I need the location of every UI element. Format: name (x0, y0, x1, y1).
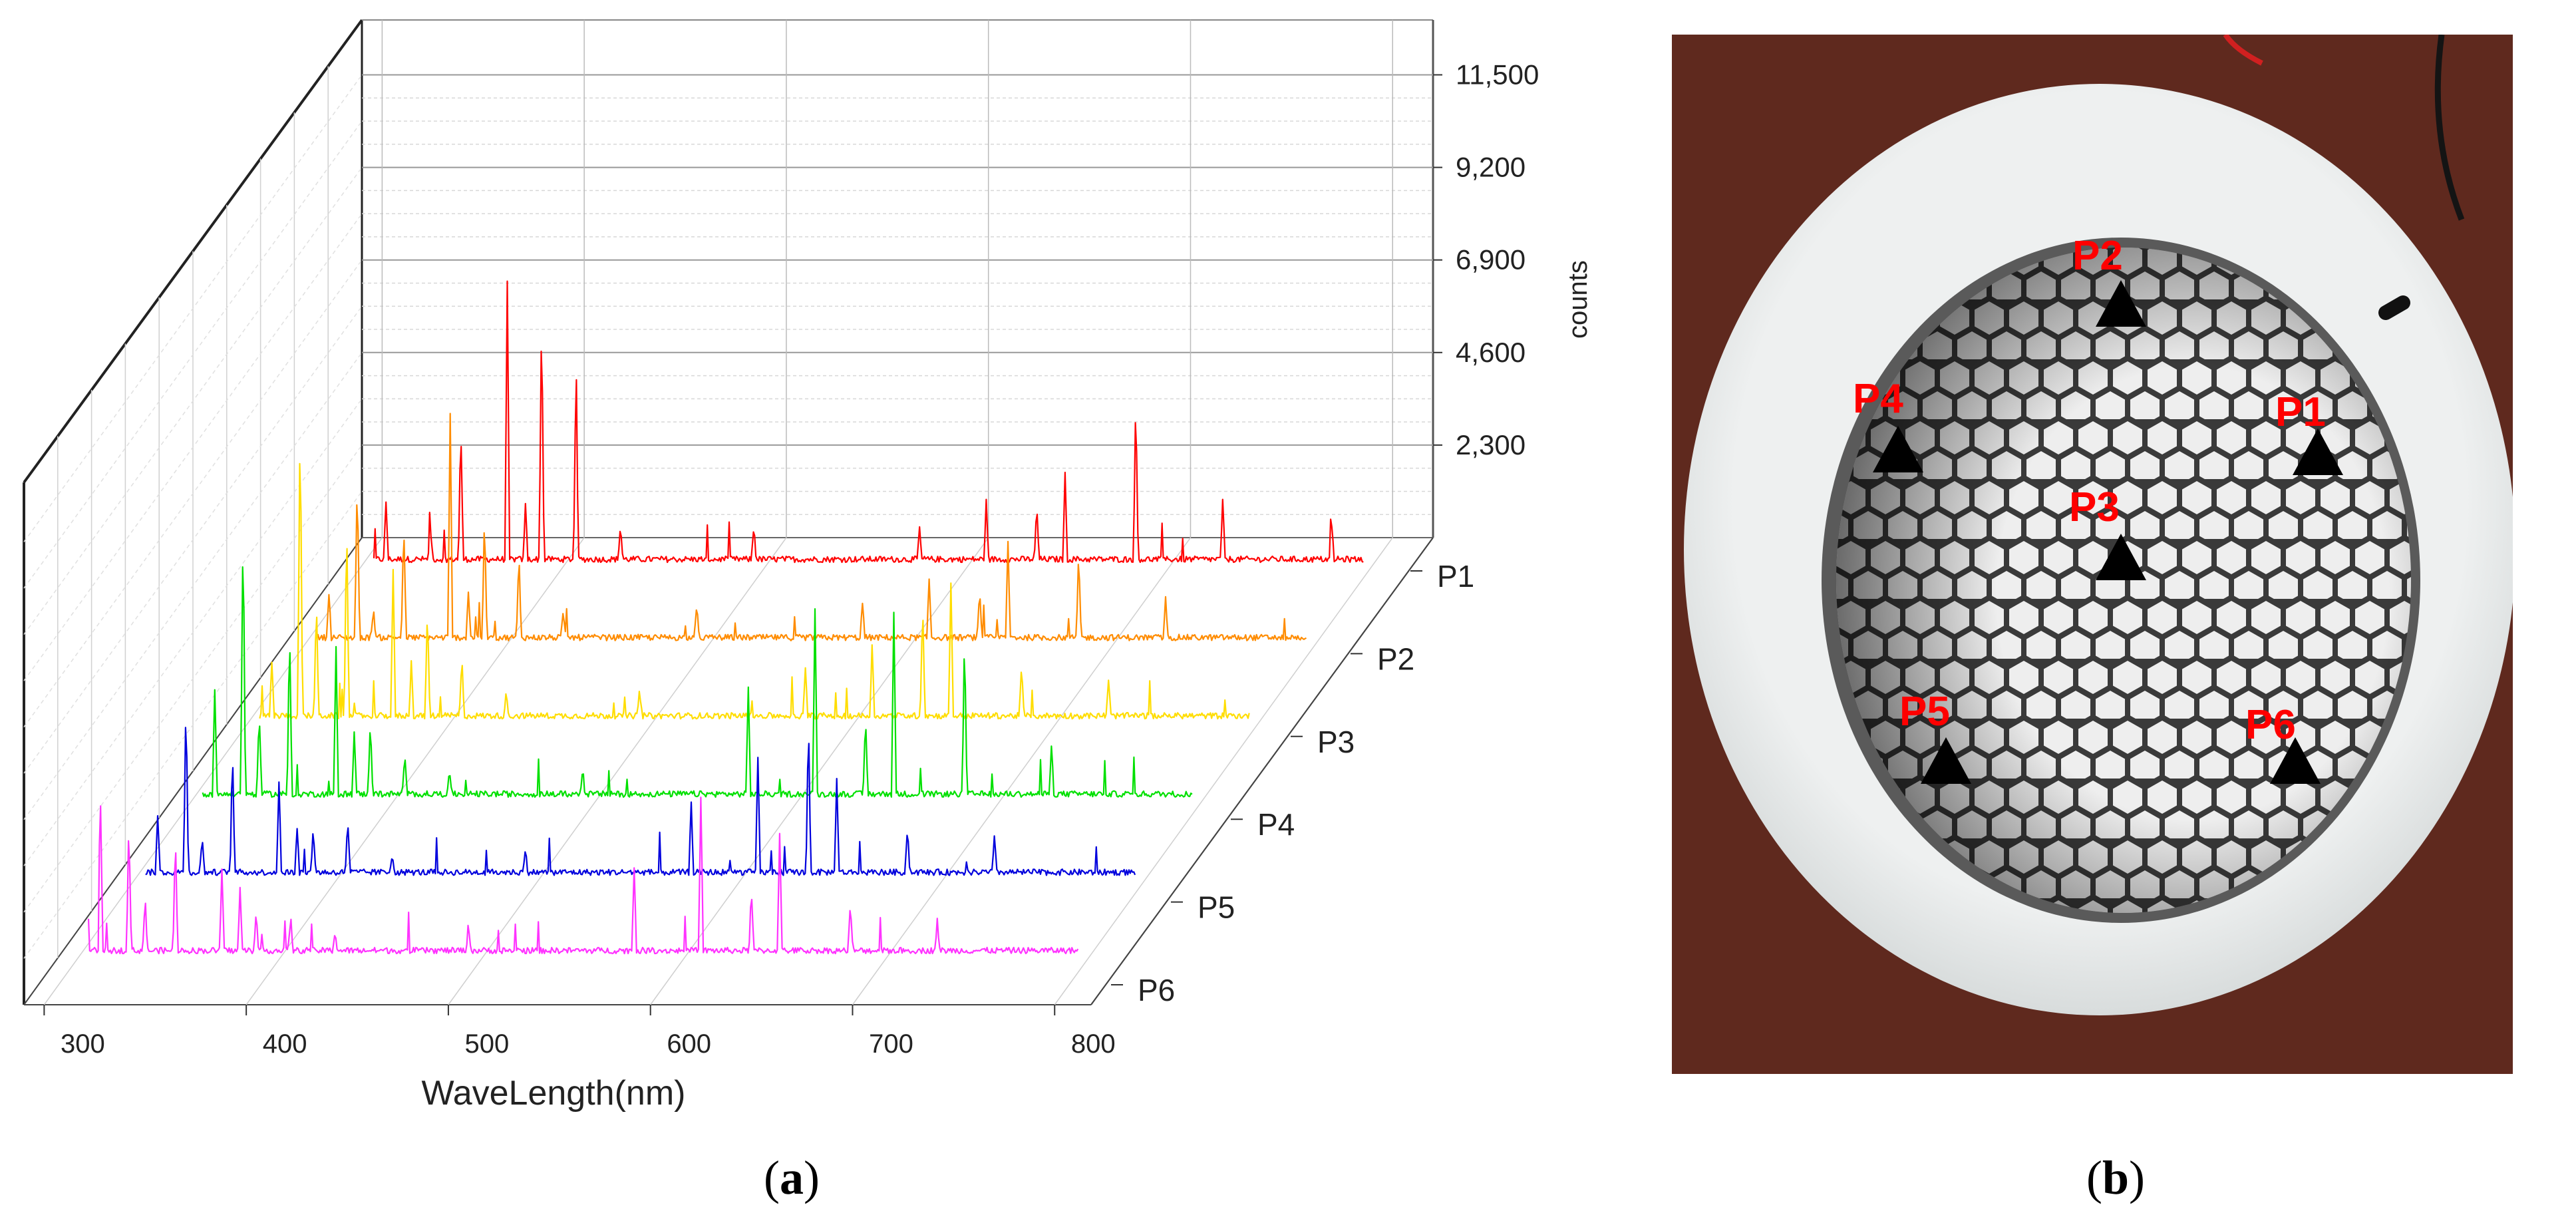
spectra-series (87, 280, 1364, 955)
marker-triangle-p4 (1873, 426, 1923, 472)
side-grid-line (23, 120, 363, 589)
counts-tick-label: 4,600 (1456, 337, 1526, 368)
marker-label-p1: P1 (2275, 389, 2326, 435)
waterfall-chart: 2,300 4,600 6,900 9,200 11,500 counts 300 400… (23, 19, 1593, 1113)
series-line-p3 (259, 462, 1250, 720)
side-grid-line (23, 352, 363, 820)
series-label-p2: P2 (1377, 641, 1414, 676)
floor-grid-line (448, 537, 787, 1005)
counts-axis-ticks: 2,300 4,600 6,900 9,200 11,500 (1433, 59, 1539, 460)
floor-grid (43, 537, 1393, 1005)
marker-label-p5: P5 (1899, 689, 1950, 735)
side-grid (23, 66, 363, 959)
series-line-p4 (202, 566, 1193, 798)
wavelength-tick-label: 500 (465, 1029, 510, 1059)
series-line-p5 (145, 727, 1136, 876)
wavelength-tick-label: 600 (667, 1029, 711, 1059)
floor-grid-line (650, 537, 989, 1005)
side-grid-line (23, 398, 363, 866)
series-label-p5: P5 (1198, 890, 1235, 925)
marker-triangle-p1 (2293, 429, 2343, 475)
counts-axis-label: counts (1563, 260, 1593, 339)
wavelength-tick-label: 400 (263, 1029, 307, 1059)
black-wire (2434, 35, 2465, 221)
side-grid-line (23, 444, 363, 913)
red-wire (2223, 35, 2263, 66)
counts-tick-label: 6,900 (1456, 244, 1526, 275)
series-line-p1 (373, 280, 1364, 564)
side-grid-line (23, 167, 363, 635)
series-label-p1: P1 (1437, 559, 1474, 594)
side-grid-line (23, 491, 363, 959)
marker-triangle-p5 (1921, 737, 1971, 784)
floor-grid-line (245, 537, 585, 1005)
marker-label-p3: P3 (2069, 484, 2120, 530)
side-grid-line (23, 75, 363, 542)
wavelength-tick-label: 300 (61, 1029, 105, 1059)
counts-tick-label: 9,200 (1456, 152, 1526, 183)
floor-grid-line (1054, 537, 1393, 1005)
wavelength-axis-label: WaveLength(nm) (422, 1074, 686, 1113)
ring-slot (2378, 295, 2410, 320)
chamber-photo: P1 P2 P3 P4 P5 P6 (1672, 35, 2513, 1074)
wavelength-tick-label: 700 (869, 1029, 913, 1059)
counts-tick-label: 11,500 (1456, 59, 1539, 90)
series-label-p3: P3 (1317, 725, 1355, 759)
measurement-points: P1 P2 P3 P4 P5 P6 (1853, 233, 2343, 784)
wavelength-tick-label: 800 (1071, 1029, 1116, 1059)
marker-triangle-p2 (2096, 280, 2146, 327)
floor-grid-line (852, 537, 1192, 1005)
series-label-p6: P6 (1138, 973, 1175, 1007)
side-grid-line (23, 260, 363, 728)
marker-triangle-p3 (2096, 534, 2146, 580)
marker-label-p2: P2 (2072, 233, 2123, 279)
marker-label-p6: P6 (2245, 702, 2296, 748)
series-line-p2 (316, 413, 1307, 641)
side-grid-line (23, 305, 363, 774)
marker-label-p4: P4 (1853, 376, 1903, 422)
panel-label-b: (b) (2086, 1151, 2145, 1204)
panel-label-a: (a) (764, 1151, 820, 1204)
series-label-p4: P4 (1257, 807, 1295, 842)
side-grid-line (23, 213, 363, 681)
counts-tick-label: 2,300 (1456, 429, 1526, 460)
marker-triangle-p6 (2270, 737, 2321, 784)
wavelength-axis-ticks: 300 400 500 600 700 800 (43, 1005, 1116, 1059)
series-axis-labels: P1 P2 P3 P4 P5 P6 (1090, 537, 1474, 1007)
back-grid (362, 20, 1433, 538)
series-line-p6 (87, 796, 1079, 955)
